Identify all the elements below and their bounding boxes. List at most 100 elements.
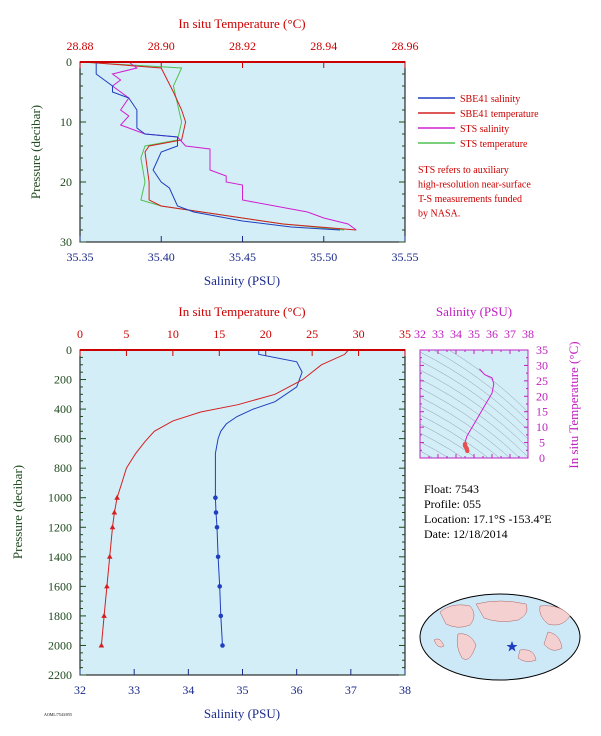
bottom-pres-tick-label: 800	[54, 461, 72, 475]
top-plot-bottom-axis-label: Salinity (PSU)	[204, 273, 280, 288]
top-salinity-ticks: 35.35 35.40 35.45 35.50 35.55	[67, 236, 419, 264]
salinity-marker	[220, 643, 225, 648]
bottom-sal-tick-label: 34	[182, 683, 194, 697]
ts-sal-tick-label: 38	[522, 327, 534, 341]
note-line: high-resolution near-surface	[418, 180, 531, 191]
ts-plot-right-axis-label: In situ Temperature (°C)	[566, 341, 581, 468]
ts-contour-line	[420, 441, 450, 458]
temperature-marker	[104, 583, 110, 589]
top-pressure-ticks: 0 10 20 30	[60, 55, 405, 249]
profile-number: Profile: 055	[424, 497, 481, 511]
bottom-pres-tick-label: 600	[54, 432, 72, 446]
map-land	[433, 600, 571, 662]
bottom-sal-tick-label: 38	[399, 683, 411, 697]
ts-temp-tick-label: 0	[539, 451, 545, 465]
top-plot: 28.88 28.90 28.92 28.94 28.96 35.35 35.40 35.4…	[28, 16, 419, 288]
bottom-pres-tick-label: 400	[54, 402, 72, 416]
legend-label: SBE41 temperature	[460, 109, 539, 120]
temperature-marker	[109, 524, 116, 530]
top-pres-tick-label: 0	[66, 55, 72, 69]
salinity-marker	[214, 525, 220, 530]
bottom-temp-tick-label: 20	[260, 327, 272, 341]
ts-contour-line	[420, 387, 521, 458]
float-id: Float: 7543	[424, 482, 479, 496]
ts-sal-tick-label: 35	[468, 327, 480, 341]
bottom-sal-tick-label: 37	[345, 683, 357, 697]
ts-temp-tick-label: 15	[536, 405, 548, 419]
ts-density-contours	[420, 350, 528, 458]
bottom-pres-tick-label: 1600	[48, 579, 72, 593]
ts-sal-tick-label: 34	[450, 327, 462, 341]
bottom-pres-tick-label: 1000	[48, 491, 72, 505]
note-line: STS refers to auxiliary	[418, 165, 509, 176]
bottom-sal-tick-label: 32	[74, 683, 86, 697]
top-temp-tick-label: 28.96	[392, 39, 419, 53]
float-location-marker	[506, 641, 518, 652]
legend-label: STS temperature	[460, 139, 528, 150]
top-sal-tick-label: 35.40	[148, 250, 175, 264]
top-sal-tick-label: 35.55	[392, 250, 419, 264]
ts-sal-tick-label: 36	[486, 327, 498, 341]
top-pres-tick-label: 20	[60, 175, 72, 189]
bottom-temp-tick-label: 35	[399, 327, 411, 341]
top-plot-background	[79, 61, 406, 243]
ts-contour-line	[420, 423, 477, 458]
ts-contour-line	[432, 350, 528, 422]
ts-sal-tick-label: 32	[414, 327, 426, 341]
bottom-temp-tick-label: 25	[306, 327, 318, 341]
bottom-sal-tick-label: 35	[237, 683, 249, 697]
ts-temp-tick-label: 35	[536, 343, 548, 357]
top-plot-left-axis-label: Pressure (decibar)	[28, 105, 43, 199]
top-series-sbe41-salinity	[95, 62, 341, 231]
bottom-pres-tick-label: 1800	[48, 609, 72, 623]
temperature-marker	[101, 612, 107, 618]
salinity-marker	[215, 554, 221, 560]
note-line: by NASA.	[418, 209, 460, 220]
bottom-pres-tick-label: 2200	[48, 668, 72, 682]
legend-label: STS salinity	[460, 124, 509, 135]
bottom-plot-background	[79, 349, 406, 676]
bottom-temp-tick-label: 15	[213, 327, 225, 341]
footer-code: AOML/7543/055	[44, 712, 72, 717]
note-line: T-S measurements funded	[418, 194, 522, 205]
bottom-series-temperature	[100, 349, 349, 646]
ts-contour-line	[420, 396, 511, 458]
top-series-sbe41-temperature	[84, 61, 357, 231]
top-sal-tick-label: 35.45	[229, 250, 256, 264]
top-pres-tick-label: 30	[60, 235, 72, 249]
ts-plot-top-axis-label: Salinity (PSU)	[436, 304, 512, 319]
ts-contour-line	[420, 369, 528, 449]
salinity-marker	[218, 613, 224, 619]
ts-contour-line	[420, 351, 528, 431]
ts-temp-tick-label: 30	[536, 358, 548, 372]
ts-contour-line	[420, 432, 464, 458]
bottom-pressure-ticks: 0 200 400 600 800 1000 1200 1400 1600 1800 2000 220…	[48, 343, 405, 682]
sts-note: STS refers to auxiliary high-resolution n…	[418, 165, 531, 220]
salinity-marker	[217, 584, 222, 589]
temperature-marker	[98, 642, 105, 648]
top-temp-tick-label: 28.92	[229, 39, 256, 53]
ts-contour-line	[420, 414, 489, 458]
bottom-pres-tick-label: 2000	[48, 638, 72, 652]
bottom-series-salinity	[214, 350, 303, 646]
ts-series	[462, 368, 495, 454]
bottom-temp-tick-label: 10	[167, 327, 179, 341]
float-info: Float: 7543 Profile: 055 Location: 17.1°…	[424, 482, 552, 541]
bottom-plot-left-axis-label: Pressure (decibar)	[10, 465, 25, 559]
top-sal-tick-label: 35.35	[67, 250, 94, 264]
top-sal-tick-label: 35.50	[310, 250, 337, 264]
bottom-series	[98, 349, 349, 648]
bottom-temp-tick-label: 5	[123, 327, 129, 341]
ts-contour-line	[420, 378, 528, 458]
location: Location: 17.1°S -153.4°E	[424, 512, 552, 526]
ts-deep-point	[465, 448, 470, 454]
top-temp-tick-label: 28.94	[310, 39, 337, 53]
top-temp-tick-label: 28.90	[148, 39, 175, 53]
bottom-pres-tick-label: 0	[66, 343, 72, 357]
ts-salinity-ticks: 32 33 34 35 36 37 38	[414, 327, 534, 458]
top-plot-top-axis-label: In situ Temperature (°C)	[178, 16, 305, 31]
ts-contour-line	[420, 360, 528, 440]
